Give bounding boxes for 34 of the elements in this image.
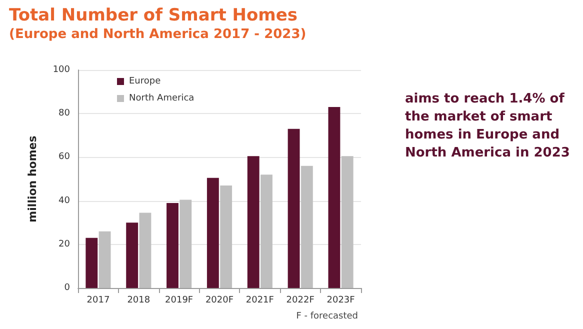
x-tick-label: 2020F — [205, 296, 234, 306]
y-tick-label: 0 — [64, 283, 70, 293]
y-axis-title: million homes — [26, 135, 39, 222]
bar — [328, 107, 340, 288]
y-tick-label: 20 — [58, 239, 70, 250]
bar — [126, 222, 138, 288]
x-tick-label: 2019F — [165, 296, 194, 306]
bar — [260, 174, 272, 288]
x-tick-label: 2018 — [127, 296, 150, 306]
bar — [220, 186, 232, 288]
chart-title: Total Number of Smart Homes — [9, 6, 298, 26]
text: aims to reach 1.4% of the market of smart homes in Europe and North America in 2023 — [405, 92, 570, 160]
legend-label: Europe — [129, 76, 162, 86]
bar — [139, 212, 152, 288]
x-tick-label: 2022F — [286, 296, 314, 306]
x-tick-label: 2021F — [246, 296, 274, 306]
y-tick-label: 100 — [52, 65, 70, 75]
bar — [180, 200, 192, 288]
bar — [206, 178, 219, 288]
y-tick-label: 60 — [58, 152, 70, 162]
bar — [86, 238, 98, 288]
bar — [98, 231, 111, 288]
x-tick-label: 2017 — [86, 296, 110, 306]
text: F - forecasted — [296, 312, 358, 322]
x-tick-label: 2023F — [326, 296, 355, 306]
legend-label: North America — [129, 94, 194, 104]
bar — [341, 156, 354, 288]
bar — [288, 128, 300, 288]
chart-subtitle: (Europe and North America 2017 - 2023) — [9, 27, 306, 42]
y-tick-label: 40 — [58, 196, 70, 206]
y-tick-label: 80 — [58, 108, 70, 119]
bar — [247, 156, 260, 288]
bar — [166, 202, 178, 288]
bar — [300, 166, 313, 288]
